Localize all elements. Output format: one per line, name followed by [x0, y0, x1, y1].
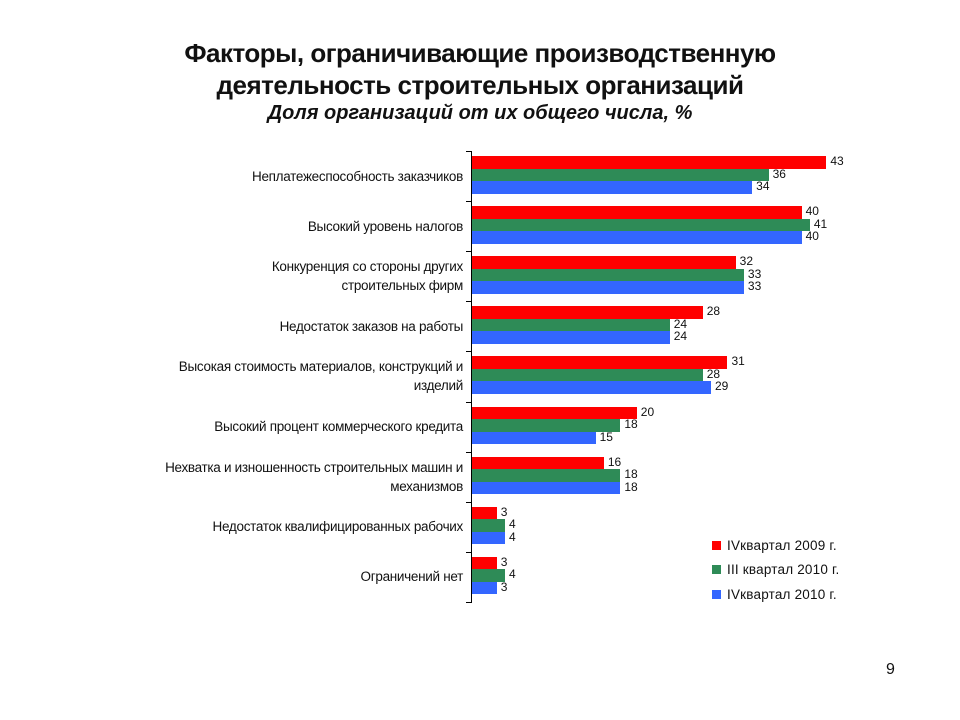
data-label: 33: [747, 266, 762, 281]
legend-swatch-green: [712, 565, 721, 575]
data-label: 36: [772, 166, 786, 181]
data-label: 18: [624, 417, 638, 431]
axis-tick: [466, 301, 472, 303]
data-label: 4: [508, 567, 516, 582]
data-label: 28: [706, 366, 721, 381]
axis-tick: [466, 151, 472, 152]
data-label: 29: [714, 379, 729, 394]
axis-tick: [466, 451, 472, 453]
axis-tick: [466, 201, 472, 203]
chart-subtitle: Доля организаций от их общего числа, %: [267, 102, 693, 124]
axis-tick: [466, 251, 472, 253]
bar: [472, 231, 802, 244]
legend-label: IVквартал 2009 г.: [727, 537, 837, 553]
data-label: 18: [624, 479, 638, 494]
axis-tick: [466, 501, 472, 503]
category-label: Нехватка и изношенность строительных маш…: [165, 459, 463, 494]
data-label: 28: [706, 304, 721, 319]
category-label: Ограничений нет: [360, 569, 464, 585]
legend-swatch-blue: [712, 589, 721, 599]
data-label: 3: [500, 504, 508, 519]
bar: [472, 181, 753, 194]
bar: [472, 256, 736, 269]
legend-item-q3-2010: III квартал 2010 г.: [712, 558, 839, 583]
chart-legend: IVквартал 2009 г. III квартал 2010 г. IV…: [712, 533, 839, 607]
data-label: 41: [813, 216, 828, 231]
category-label: Недостаток заказов на работы: [279, 318, 464, 334]
category-label: Высокий уровень налогов: [307, 218, 463, 234]
data-label: 3: [500, 579, 508, 594]
chart-title-line2: деятельность строительных организаций: [216, 70, 744, 100]
data-label: 33: [747, 279, 762, 294]
category-label: Неплатежеспособность заказчиков: [252, 168, 463, 184]
axis-tick: [466, 551, 472, 553]
category-label: Конкуренция со стороны других строительны…: [271, 259, 463, 294]
data-label: 32: [739, 254, 754, 269]
bar: [472, 431, 596, 444]
bar: [472, 556, 497, 570]
axis-tick: [466, 351, 472, 353]
axis-tick: [466, 601, 472, 603]
bar: [472, 206, 802, 219]
category-label: Высокая стоимость материалов, конструкци…: [178, 359, 464, 394]
bar: [472, 368, 703, 382]
category-label: Высокий процент коммерческого кредита: [214, 419, 463, 435]
legend-label: III квартал 2010 г.: [727, 562, 840, 578]
bar: [472, 519, 505, 532]
chart-title-line1: Факторы, ограничивающие производственную: [184, 38, 776, 68]
data-label: 43: [830, 154, 844, 168]
data-label: 20: [640, 404, 655, 419]
category-label: Недостаток квалифицированных рабочих: [212, 519, 464, 535]
bar: [472, 581, 497, 595]
bar: [472, 331, 670, 344]
data-label: 18: [624, 467, 638, 482]
data-label: 31: [731, 354, 745, 369]
data-label: 4: [508, 517, 516, 532]
data-label: 16: [607, 454, 622, 469]
y-axis-line: [471, 151, 472, 602]
bar: [472, 456, 604, 470]
bar: [472, 481, 621, 495]
bar: [472, 419, 621, 432]
bar: [472, 268, 744, 282]
axis-tick: [466, 401, 472, 403]
page-number: 9: [886, 661, 895, 678]
data-label: 24: [673, 316, 688, 331]
bar: [472, 281, 744, 294]
data-label: 24: [673, 329, 688, 344]
bar: [472, 531, 505, 545]
bar: [472, 569, 505, 582]
data-label: 3: [500, 554, 508, 569]
bar: [472, 356, 728, 369]
bar: [472, 306, 703, 319]
bar: [472, 381, 711, 394]
bar: [472, 156, 827, 169]
data-label: 4: [508, 529, 516, 544]
legend-label: IVквартал 2010 г.: [727, 586, 837, 602]
data-label: 15: [599, 429, 613, 444]
bar: [472, 318, 670, 332]
bar: [472, 469, 621, 482]
data-label: 34: [756, 179, 770, 193]
bar: [472, 406, 637, 419]
bar: [472, 168, 769, 181]
legend-swatch-red: [712, 540, 721, 550]
bar: [472, 506, 497, 520]
data-label: 40: [805, 204, 819, 219]
bar: [472, 218, 810, 232]
legend-item-q4-2010: IVквартал 2010 г.: [712, 582, 839, 607]
legend-item-q4-2009: IVквартал 2009 г.: [712, 533, 839, 558]
data-label: 40: [805, 229, 819, 244]
